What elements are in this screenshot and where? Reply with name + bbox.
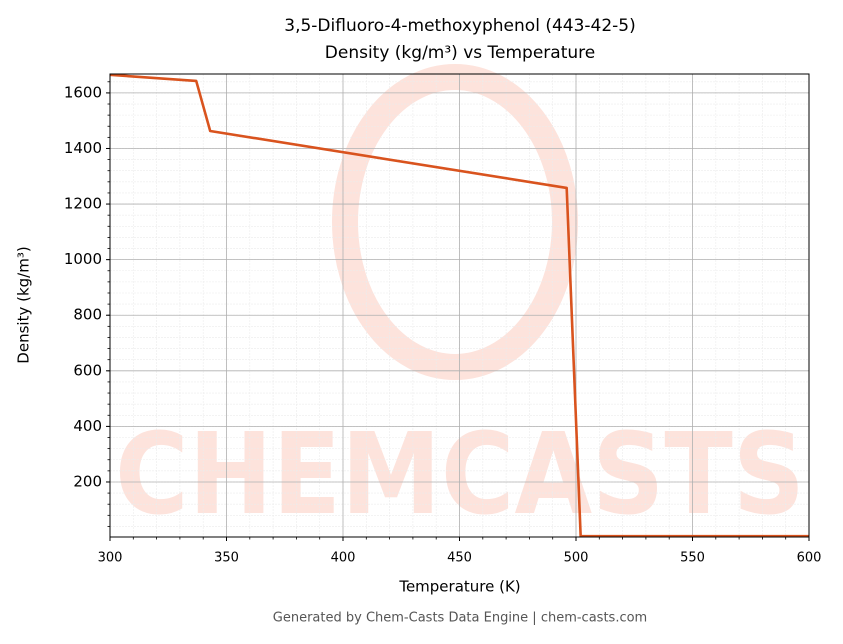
y-axis-label: Density (kg/m³)	[15, 246, 33, 363]
data-line	[109, 73, 809, 538]
x-tick-label: 450	[447, 551, 472, 566]
x-tick-label: 550	[680, 551, 705, 566]
x-tick-label: 300	[98, 551, 123, 566]
x-tick-label: 400	[331, 551, 356, 566]
grid-layer	[106, 74, 810, 541]
y-tick-label: 800	[73, 306, 102, 324]
y-tick-label: 1400	[64, 139, 102, 157]
y-tick-label: 400	[73, 417, 102, 435]
chart-subtitle: Density (kg/m³) vs Temperature	[325, 43, 595, 63]
plot-frame	[109, 73, 810, 538]
y-tick-label: 1000	[64, 250, 102, 268]
x-tick-label: 500	[564, 551, 589, 566]
marks-layer	[109, 73, 809, 538]
y-tick-label: 200	[73, 472, 102, 490]
y-tick-label: 1200	[64, 195, 102, 213]
x-tick-label: 600	[797, 551, 822, 566]
watermark-logo	[332, 64, 578, 380]
watermark: CHEMCASTS	[115, 410, 805, 540]
y-tick-label: 1600	[64, 83, 102, 101]
y-tick-label: 600	[73, 361, 102, 379]
chart-title: 3,5-Difluoro-4-methoxyphenol (443-42-5)	[284, 16, 636, 36]
footer: Generated by Chem-Casts Data Engine | ch…	[273, 611, 647, 626]
x-axis-label: Temperature (K)	[398, 578, 520, 596]
watermark-layer: CHEMCASTS	[115, 64, 805, 540]
x-tick-label: 350	[214, 551, 239, 566]
